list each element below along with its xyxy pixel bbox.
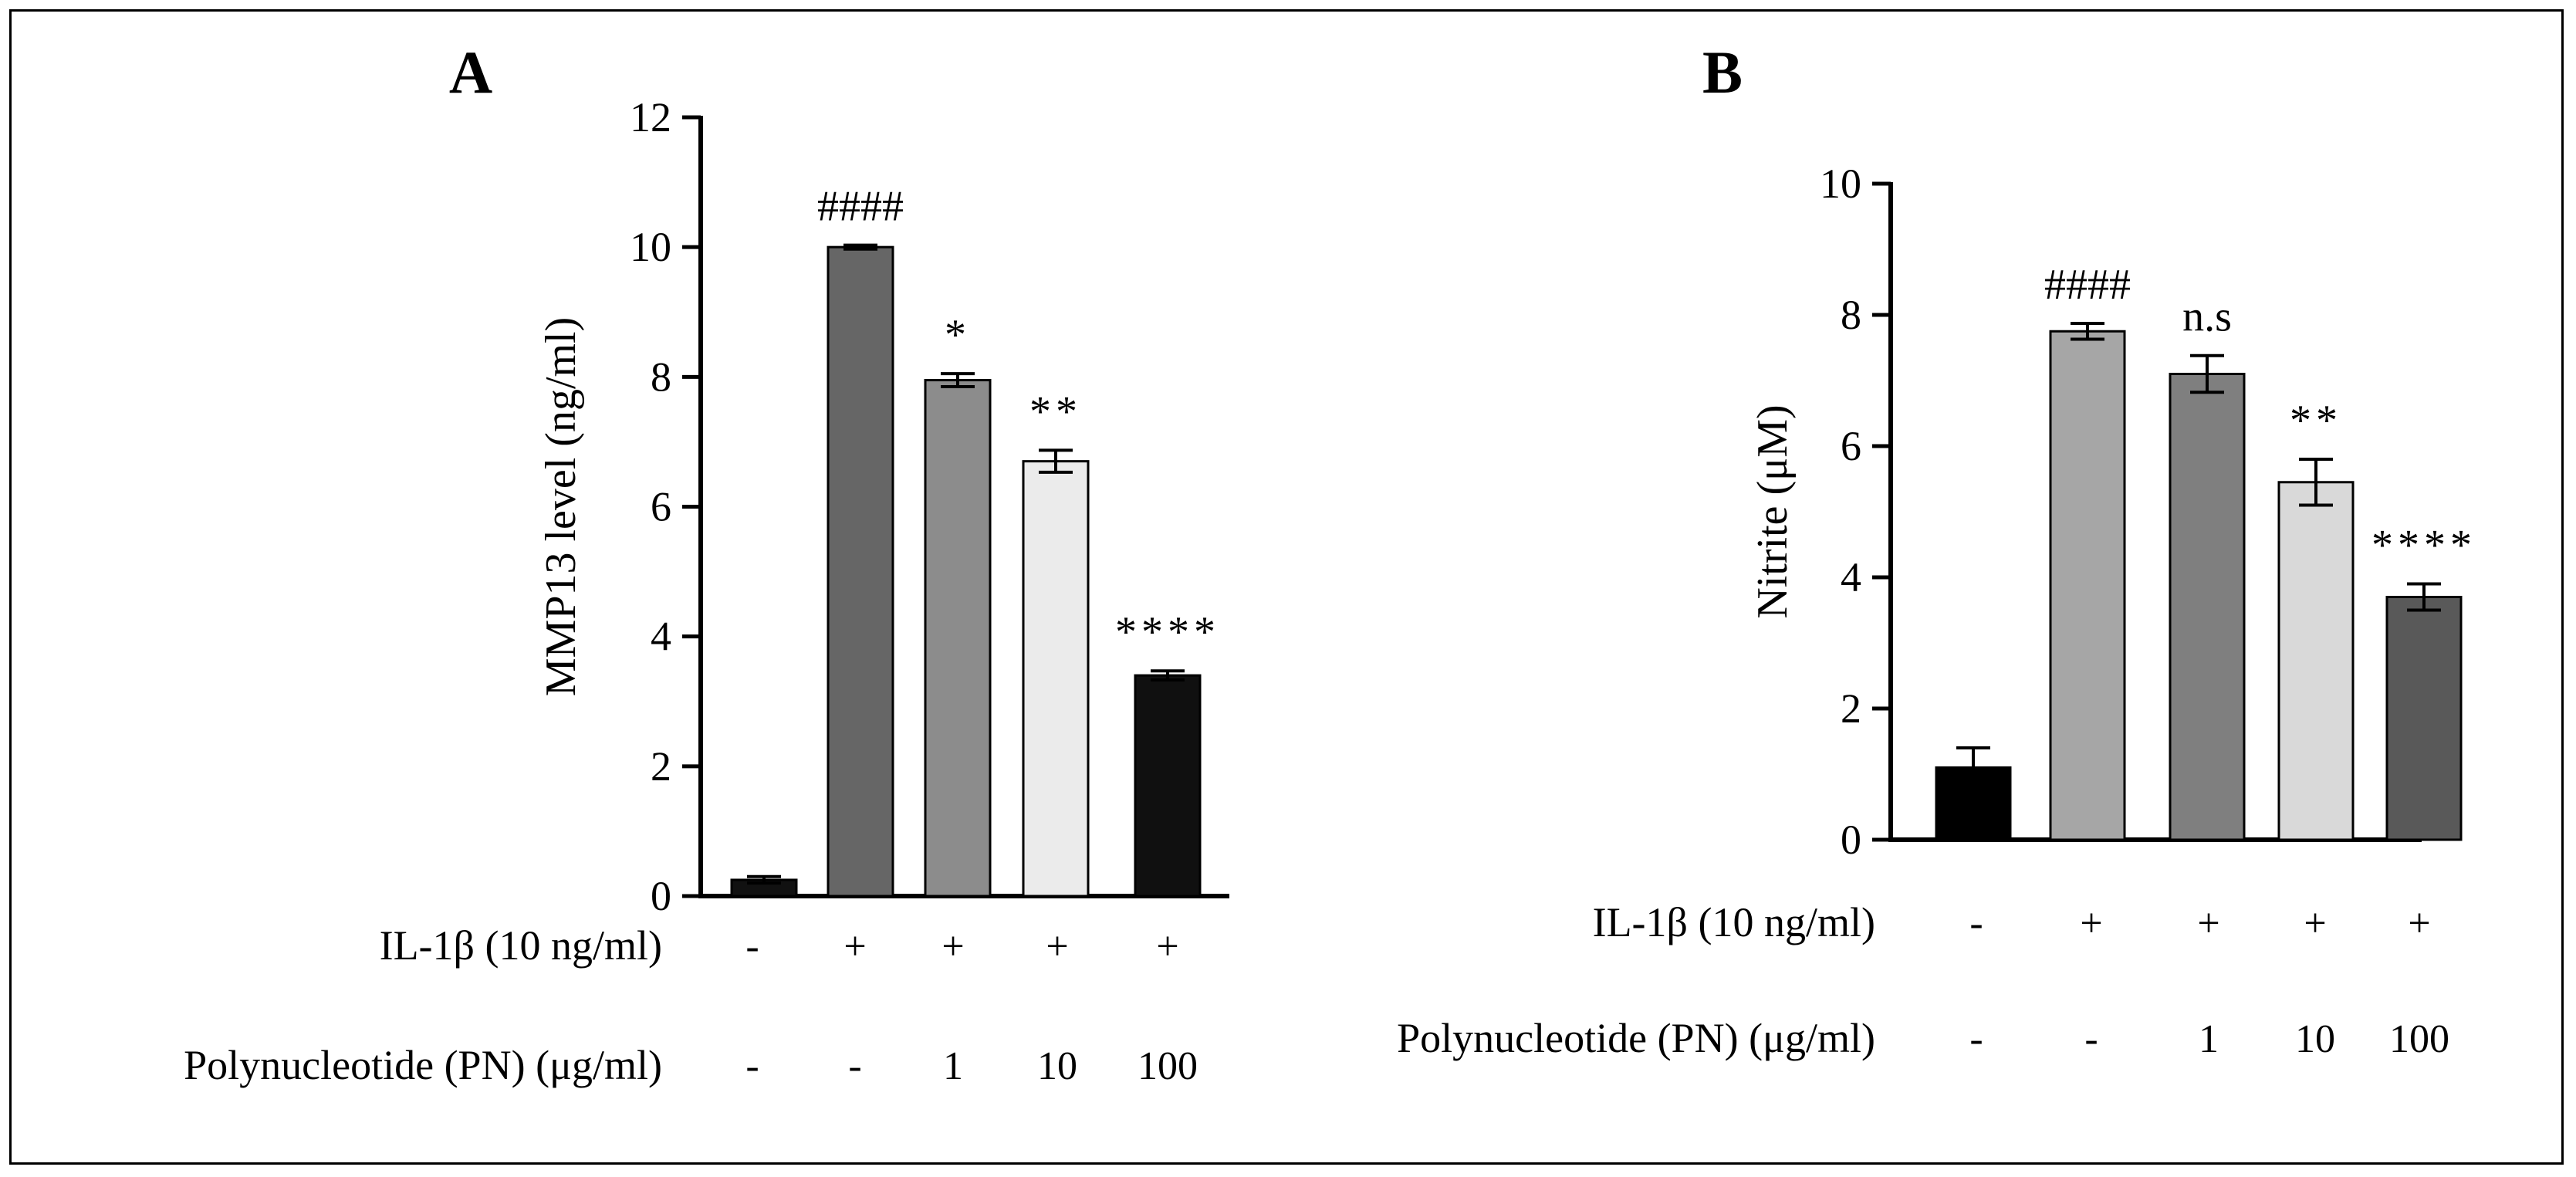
y-axis-title-a: MMP13 level (ng/ml) bbox=[537, 317, 585, 697]
y-tick-label-a-4: 8 bbox=[651, 353, 671, 400]
condition-value-a-1-1: - bbox=[848, 1044, 861, 1088]
significance-label-a-3: ** bbox=[1029, 387, 1082, 435]
error-bar-a-4 bbox=[1151, 669, 1185, 682]
condition-value-b-1-3: 10 bbox=[2295, 1017, 2335, 1061]
y-tick-label-a-0: 0 bbox=[651, 873, 671, 919]
error-bar-a-1 bbox=[843, 243, 877, 251]
condition-value-a-0-1: + bbox=[843, 925, 866, 969]
condition-value-b-1-1: - bbox=[2084, 1017, 2098, 1061]
significance-label-a-1: #### bbox=[817, 183, 904, 231]
condition-label-a-1: Polynucleotide (PN) (μg/ml) bbox=[184, 1042, 662, 1088]
significance-label-a-2: * bbox=[945, 311, 971, 359]
y-tick-label-a-1: 2 bbox=[651, 743, 671, 790]
condition-value-b-0-3: + bbox=[2304, 901, 2326, 945]
y-tick-label-a-3: 6 bbox=[651, 484, 671, 530]
panel-letter-b: B bbox=[1702, 39, 1743, 106]
error-bar-b-1 bbox=[2071, 322, 2104, 341]
y-tick-label-b-3: 6 bbox=[1841, 423, 1861, 469]
y-tick-label-a-2: 4 bbox=[651, 614, 671, 660]
y-tick-label-b-0: 0 bbox=[1841, 817, 1861, 863]
significance-label-b-2: n.s bbox=[2182, 293, 2232, 341]
bar-a-4 bbox=[1134, 674, 1202, 898]
condition-value-b-1-4: 100 bbox=[2389, 1017, 2449, 1061]
error-bar-a-0 bbox=[747, 874, 781, 885]
condition-value-a-1-0: - bbox=[745, 1044, 759, 1088]
condition-label-b-0: IL-1β (10 ng/ml) bbox=[1593, 899, 1875, 945]
significance-label-b-4: **** bbox=[2371, 522, 2476, 570]
condition-value-a-0-2: + bbox=[941, 925, 964, 969]
figure-frame bbox=[9, 9, 2564, 1165]
y-tick-label-b-5: 10 bbox=[1820, 161, 1861, 207]
bar-a-2 bbox=[924, 379, 992, 898]
y-tick-label-b-1: 2 bbox=[1841, 685, 1861, 732]
y-tick-label-b-4: 8 bbox=[1841, 292, 1861, 338]
bar-b-1 bbox=[2049, 330, 2126, 841]
condition-value-b-0-0: - bbox=[1969, 901, 1983, 945]
condition-value-a-1-3: 10 bbox=[1037, 1044, 1077, 1088]
bar-b-4 bbox=[2385, 596, 2463, 841]
bar-b-3 bbox=[2277, 481, 2355, 841]
error-bar-b-0 bbox=[1956, 746, 1990, 789]
significance-label-a-4: **** bbox=[1115, 608, 1220, 656]
condition-value-a-1-4: 100 bbox=[1138, 1044, 1198, 1088]
significance-label-b-3: ** bbox=[2290, 397, 2342, 445]
condition-value-b-1-0: - bbox=[1969, 1017, 1983, 1061]
condition-value-b-0-1: + bbox=[2080, 901, 2102, 945]
y-tick-label-a-6: 12 bbox=[630, 94, 671, 140]
error-bar-b-4 bbox=[2407, 582, 2441, 612]
error-bar-a-3 bbox=[1039, 448, 1073, 474]
condition-label-b-1: Polynucleotide (PN) (μg/ml) bbox=[1397, 1015, 1875, 1061]
condition-value-a-1-2: 1 bbox=[943, 1044, 963, 1088]
condition-value-b-0-2: + bbox=[2197, 901, 2219, 945]
condition-value-b-1-2: 1 bbox=[2199, 1017, 2219, 1061]
condition-value-a-0-4: + bbox=[1156, 925, 1178, 969]
error-bar-a-2 bbox=[941, 372, 975, 388]
condition-value-a-0-0: - bbox=[745, 925, 759, 969]
condition-value-b-0-4: + bbox=[2408, 901, 2430, 945]
bar-a-3 bbox=[1022, 460, 1090, 898]
y-tick-label-a-5: 10 bbox=[630, 224, 671, 270]
panel-letter-a: A bbox=[449, 39, 492, 106]
y-axis-title-b: Nitrite (μM) bbox=[1749, 404, 1797, 618]
condition-value-a-0-3: + bbox=[1046, 925, 1068, 969]
condition-label-a-0: IL-1β (10 ng/ml) bbox=[380, 922, 662, 969]
significance-label-b-1: #### bbox=[2044, 261, 2131, 309]
bar-b-2 bbox=[2169, 373, 2246, 841]
error-bar-b-3 bbox=[2299, 458, 2333, 507]
y-tick-label-b-2: 4 bbox=[1841, 554, 1861, 600]
bar-a-1 bbox=[827, 245, 894, 898]
error-bar-b-2 bbox=[2190, 353, 2224, 394]
